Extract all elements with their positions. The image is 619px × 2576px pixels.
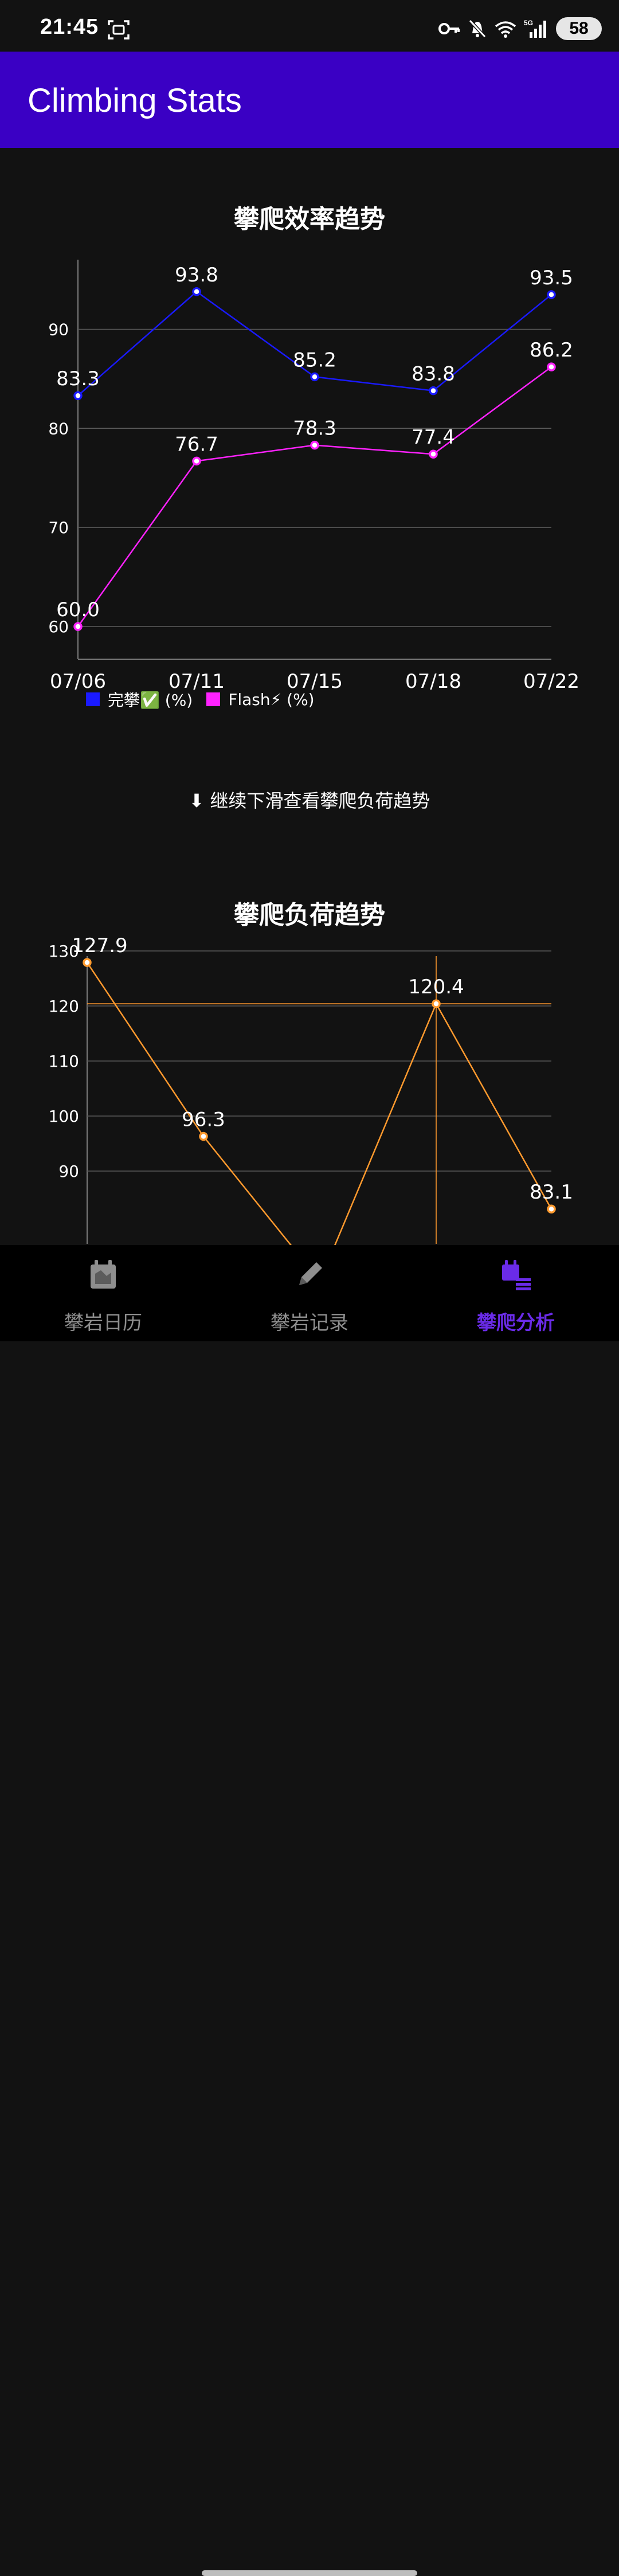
data-point xyxy=(432,999,441,1008)
y-tick-label: 90 xyxy=(48,320,69,339)
efficiency-chart-title: 攀爬效率趋势 xyxy=(234,205,385,234)
efficiency-chart: 60 70 80 90 07/06 07/11 07/15 07/18 07/22 83.3 93.… xyxy=(48,260,579,693)
data-label: 127.9 xyxy=(72,934,127,957)
app-bar: Climbing Stats xyxy=(0,52,619,148)
data-point xyxy=(192,287,201,296)
nav-item-calendar[interactable]: 攀岩日历 xyxy=(0,1245,206,1341)
data-label: 76.7 xyxy=(175,433,218,456)
data-point xyxy=(73,622,83,631)
nav-label-calendar: 攀岩日历 xyxy=(64,1312,142,1334)
calendar-icon xyxy=(91,1260,116,1289)
y-tick-label: 110 xyxy=(49,1052,79,1071)
efficiency-legend: 完攀✅ (%) Flash⚡ (%) xyxy=(86,688,328,711)
x-tick-label: 07/22 xyxy=(523,670,579,693)
home-indicator[interactable] xyxy=(202,2570,417,2576)
data-point xyxy=(192,456,201,466)
data-point xyxy=(199,1132,208,1141)
nav-label-analytics: 攀爬分析 xyxy=(477,1312,555,1334)
nav-label-records: 攀岩记录 xyxy=(271,1312,348,1334)
data-label: 93.5 xyxy=(530,267,573,289)
svg-text:5G: 5G xyxy=(524,19,533,27)
pencil-icon xyxy=(299,1262,322,1285)
analytics-icon xyxy=(502,1260,531,1290)
data-point xyxy=(547,290,556,299)
legend-label-send: 完攀✅ (%) xyxy=(108,691,193,710)
data-point xyxy=(73,391,83,400)
x-tick-label: 07/06 xyxy=(50,670,106,693)
app-title: Climbing Stats xyxy=(28,82,242,119)
legend-swatch-flash xyxy=(206,692,221,706)
key-icon xyxy=(438,23,460,34)
x-tick-label: 07/11 xyxy=(169,670,225,693)
nav-item-records[interactable]: 攀岩记录 xyxy=(206,1245,413,1341)
data-label: 96.3 xyxy=(182,1109,225,1132)
signal-5g-icon: 5G xyxy=(524,19,546,38)
data-label: 86.2 xyxy=(530,339,573,362)
scroll-hint-text: 继续下滑查看攀爬负荷趋势 xyxy=(210,790,430,812)
wifi-icon xyxy=(495,21,516,38)
bottom-navigation: 攀岩日历 攀岩记录 攀爬分析 xyxy=(0,1245,619,2576)
y-tick-label: 60 xyxy=(48,617,69,636)
scroll-hint: ⬇ 继续下滑查看攀爬负荷趋势 xyxy=(0,786,619,813)
data-label: 83.3 xyxy=(56,367,100,390)
x-tick-label: 07/15 xyxy=(287,670,343,693)
data-label: 77.4 xyxy=(412,426,455,449)
data-point xyxy=(310,440,319,450)
data-label: 85.2 xyxy=(293,349,336,371)
down-arrow-icon: ⬇ xyxy=(189,790,205,812)
legend-item-send: 完攀✅ (%) xyxy=(86,688,193,711)
y-tick-label: 120 xyxy=(49,997,79,1016)
status-icons: 5G 58 xyxy=(438,17,602,40)
data-label: 60.0 xyxy=(56,598,100,621)
status-time: 21:45 xyxy=(40,15,99,39)
data-point xyxy=(547,1204,556,1213)
y-tick-label: 130 xyxy=(49,942,79,961)
status-bar: 21:45 5G 58 xyxy=(0,0,619,52)
series-line-flash xyxy=(77,366,552,627)
legend-item-flash: Flash⚡ (%) xyxy=(206,690,315,709)
data-label: 83.1 xyxy=(530,1181,573,1204)
x-tick-label: 07/18 xyxy=(405,670,461,693)
data-label: 83.8 xyxy=(412,363,455,386)
y-tick-label: 100 xyxy=(49,1107,79,1126)
data-point xyxy=(310,372,319,382)
data-point xyxy=(429,386,438,396)
data-point xyxy=(429,449,438,459)
y-tick-label: 70 xyxy=(48,518,69,537)
legend-label-flash: Flash⚡ (%) xyxy=(228,690,315,709)
load-chart-title: 攀爬负荷趋势 xyxy=(234,901,385,930)
y-tick-label: 90 xyxy=(58,1162,79,1181)
data-label: 78.3 xyxy=(293,417,336,440)
screenshot-icon xyxy=(108,20,130,40)
data-point xyxy=(547,362,556,371)
data-label: 120.4 xyxy=(408,976,464,999)
data-point xyxy=(83,958,92,967)
battery-indicator: 58 xyxy=(556,17,602,40)
data-label: 93.8 xyxy=(175,264,218,287)
nav-item-analytics[interactable]: 攀爬分析 xyxy=(413,1245,619,1341)
series-line-load xyxy=(86,962,553,1283)
legend-swatch-send xyxy=(86,692,100,706)
y-tick-label: 80 xyxy=(48,419,69,438)
mute-icon xyxy=(468,19,487,38)
